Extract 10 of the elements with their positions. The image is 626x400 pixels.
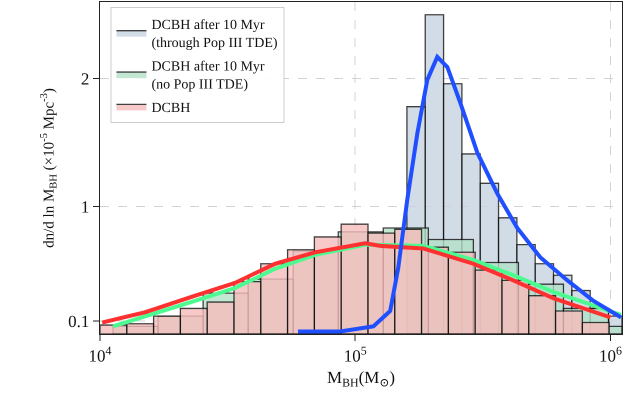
y-tick-label: 0.1 xyxy=(68,312,90,332)
x-axis-title: M$_{BH}$(M$_{⊙}$) xyxy=(326,368,396,390)
x-tick-label: 10$^{4}$ xyxy=(88,343,112,366)
y-tick-label: 1 xyxy=(80,197,90,216)
x-tick-label: 10$^{5}$ xyxy=(344,343,367,366)
x-tick-label: 10$^{6}$ xyxy=(598,343,622,366)
legend-label: DCBH after 10 Myr (no Pop III TDE) xyxy=(151,59,265,93)
y-tick-label: 2 xyxy=(80,70,90,89)
legend-label: DCBH after 10 Myr (through Pop III TDE) xyxy=(151,18,278,52)
legend-label: DCBH xyxy=(151,100,190,116)
